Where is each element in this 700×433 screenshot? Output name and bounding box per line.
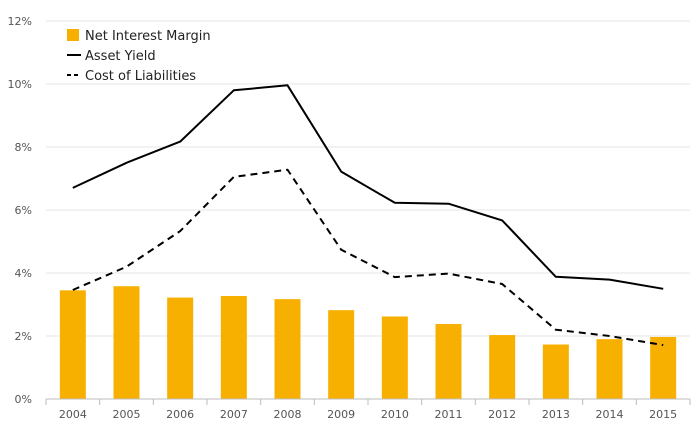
x-tick-label: 2009	[327, 408, 355, 421]
x-tick-label: 2008	[274, 408, 302, 421]
bar-net-interest-margin	[220, 295, 247, 399]
bar-net-interest-margin	[650, 336, 677, 399]
bar-net-interest-margin	[435, 324, 462, 399]
x-tick-label: 2006	[166, 408, 194, 421]
legend: Net Interest Margin Asset Yield Cost of Li…	[67, 29, 211, 84]
bar-series	[59, 286, 677, 399]
y-tick-label: 4%	[15, 267, 32, 280]
legend-label: Cost of Liabilities	[85, 69, 196, 84]
y-tick-label: 8%	[15, 141, 32, 154]
y-tick-label: 0%	[15, 393, 32, 406]
bar-net-interest-margin	[328, 310, 355, 399]
line-asset-yield	[72, 84, 664, 290]
bar-net-interest-margin	[489, 335, 516, 399]
x-tick-label: 2015	[649, 408, 677, 421]
legend-label: Asset Yield	[85, 49, 156, 64]
bar-net-interest-margin	[596, 339, 623, 399]
x-axis: 2004 2005 2006 2007 2008 2009 2010 2011 2012 2013…	[45, 398, 691, 421]
y-tick-label: 6%	[15, 204, 32, 217]
bar-net-interest-margin	[274, 299, 301, 399]
bar-net-interest-margin	[381, 316, 408, 399]
x-tick-label: 2005	[113, 408, 141, 421]
x-tick-label: 2014	[596, 408, 624, 421]
bar-net-interest-margin	[113, 286, 140, 399]
line-series	[72, 84, 664, 347]
bar-net-interest-margin	[59, 290, 86, 399]
y-tick-label: 2%	[15, 330, 32, 343]
y-tick-label: 12%	[8, 15, 32, 28]
bar-net-interest-margin	[542, 344, 569, 399]
x-tick-label: 2004	[59, 408, 87, 421]
bar-net-interest-margin	[167, 297, 194, 399]
line-cost-of-liabilities	[72, 168, 664, 347]
x-tick-label: 2011	[435, 408, 463, 421]
y-tick-label: 10%	[8, 78, 32, 91]
x-tick-label: 2013	[542, 408, 570, 421]
x-tick-label: 2007	[220, 408, 248, 421]
x-tick-label: 2010	[381, 408, 409, 421]
legend-swatch-bar	[67, 29, 79, 41]
x-tick-label: 2012	[488, 408, 516, 421]
gridlines	[46, 20, 690, 337]
legend-label: Net Interest Margin	[85, 29, 211, 44]
y-axis-tick-labels: 0% 2% 4% 6% 8% 10% 12%	[8, 15, 32, 406]
